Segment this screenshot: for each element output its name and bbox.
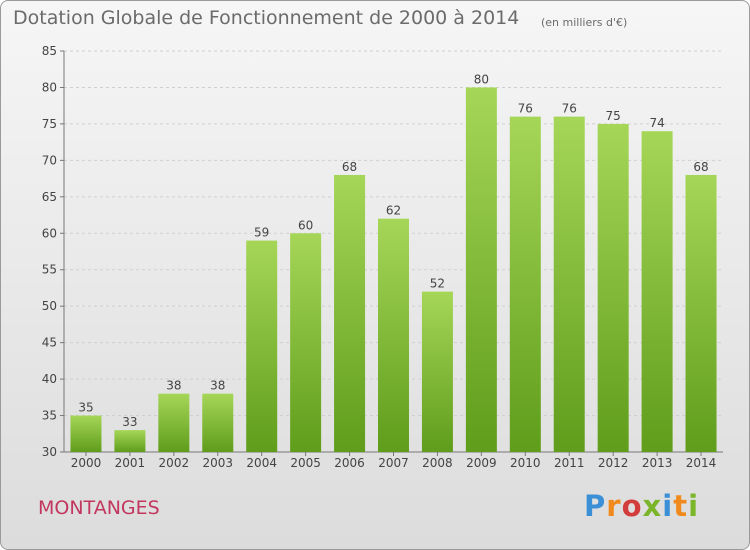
x-tick-label: 2007 — [378, 456, 409, 470]
value-label: 59 — [254, 226, 269, 240]
x-tick-label: 2012 — [598, 456, 629, 470]
y-tick-label: 40 — [42, 372, 57, 386]
logo-letter: x — [642, 489, 663, 523]
bar-2011[interactable] — [553, 116, 585, 453]
y-tick-label: 75 — [42, 117, 57, 131]
bar-2001[interactable] — [114, 430, 146, 452]
x-tick-label: 2003 — [202, 456, 233, 470]
value-label: 76 — [562, 102, 577, 116]
bar-2003[interactable] — [202, 393, 234, 452]
y-tick-label: 80 — [42, 80, 57, 94]
bar-2009[interactable] — [465, 87, 497, 453]
value-label: 75 — [606, 109, 621, 123]
bar-2002[interactable] — [158, 393, 190, 452]
logo-letter: i — [688, 489, 700, 523]
x-tick-label: 2008 — [422, 456, 453, 470]
x-tick-label: 2011 — [554, 456, 585, 470]
logo-letter: r — [606, 489, 622, 523]
value-label: 60 — [298, 218, 313, 232]
bar-2005[interactable] — [290, 233, 322, 452]
value-label: 68 — [693, 160, 708, 174]
bar-2000[interactable] — [70, 415, 102, 452]
value-label: 38 — [166, 379, 181, 393]
logo-letter: t — [673, 489, 689, 523]
x-tick-label: 2001 — [115, 456, 146, 470]
chart-title: Dotation Globale de Fonctionnement de 20… — [13, 7, 520, 29]
value-label: 74 — [649, 116, 664, 130]
bar-2013[interactable] — [641, 131, 673, 452]
x-tick-label: 2010 — [510, 456, 541, 470]
bar-2010[interactable] — [509, 116, 541, 453]
y-tick-label: 50 — [42, 299, 57, 313]
y-tick-label: 85 — [42, 44, 57, 58]
bar-2007[interactable] — [378, 218, 409, 452]
x-tick-label: 2009 — [466, 456, 497, 470]
bar-2008[interactable] — [421, 291, 453, 452]
value-label: 33 — [122, 415, 137, 429]
y-tick-label: 30 — [42, 445, 57, 459]
value-label: 52 — [430, 277, 445, 291]
proxiti-logo[interactable]: Proxiti — [584, 489, 699, 523]
logo-letter: o — [621, 489, 643, 523]
value-label: 38 — [210, 379, 225, 393]
y-tick-label: 45 — [42, 336, 57, 350]
x-tick-label: 2004 — [246, 456, 277, 470]
value-label: 62 — [386, 204, 401, 218]
bar-2014[interactable] — [685, 174, 717, 453]
y-tick-label: 55 — [42, 263, 57, 277]
x-tick-label: 2006 — [334, 456, 365, 470]
logo-letter: P — [584, 489, 607, 523]
value-label: 80 — [474, 72, 489, 86]
value-label: 76 — [518, 102, 533, 116]
y-tick-label: 65 — [42, 190, 57, 204]
bar-2006[interactable] — [334, 174, 366, 453]
x-tick-label: 2014 — [686, 456, 717, 470]
y-tick-label: 60 — [42, 226, 57, 240]
y-tick-label: 35 — [42, 409, 57, 423]
value-label: 68 — [342, 160, 357, 174]
bar-2012[interactable] — [597, 123, 629, 452]
y-tick-label: 70 — [42, 153, 57, 167]
x-tick-label: 2000 — [71, 456, 102, 470]
x-tick-label: 2005 — [290, 456, 321, 470]
unit-note: (en milliers d'€) — [541, 16, 628, 29]
x-tick-label: 2013 — [642, 456, 673, 470]
x-tick-label: 2002 — [159, 456, 190, 470]
logo-letter: i — [662, 489, 674, 523]
commune-name: MONTANGES — [38, 497, 160, 519]
value-label: 35 — [78, 401, 93, 415]
bar-2004[interactable] — [246, 240, 278, 452]
